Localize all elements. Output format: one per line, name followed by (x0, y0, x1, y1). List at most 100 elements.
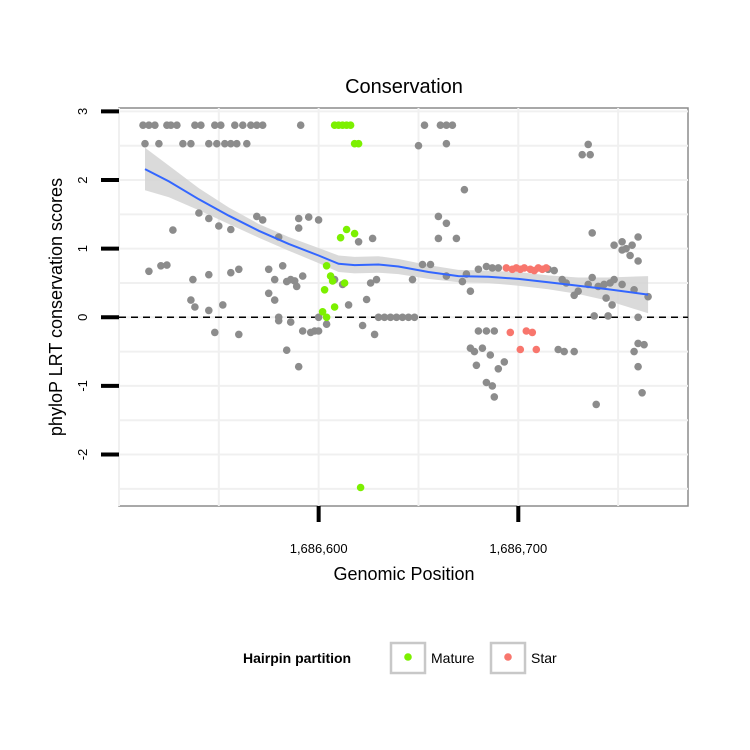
point-other (187, 139, 195, 148)
point-other (442, 121, 451, 129)
point-other (354, 238, 363, 246)
point-other (500, 358, 509, 366)
point-other (368, 234, 377, 243)
point-other (590, 312, 598, 320)
point-other (490, 327, 499, 335)
point-other (374, 313, 383, 322)
point-other (139, 121, 147, 129)
point-other (398, 313, 407, 322)
chart-title: Conservation (345, 76, 463, 98)
point-other (608, 301, 616, 309)
point-other (592, 400, 600, 409)
point-mature (322, 262, 331, 270)
point-mature (318, 308, 327, 316)
point-other (314, 327, 323, 335)
confidence-band (145, 147, 649, 314)
point-other (436, 121, 445, 129)
point-other (197, 121, 205, 129)
point-star (528, 328, 537, 337)
legend-entry-star: Star (489, 641, 557, 675)
y-tick-label: 0 (75, 314, 90, 321)
point-other (420, 121, 429, 129)
point-other (141, 139, 149, 148)
point-other (296, 121, 305, 129)
y-axis: -2 -1 0 1 2 3 (75, 108, 119, 460)
point-other (227, 225, 235, 234)
point-other (227, 268, 235, 277)
point-other (618, 238, 626, 246)
trend-path (144, 168, 649, 296)
point-other (298, 327, 307, 335)
x-axis-label: Genomic Position (333, 564, 474, 584)
legend-label-mature: Mature (431, 650, 475, 666)
point-other (167, 121, 175, 129)
point-other (173, 121, 181, 129)
point-other (258, 121, 267, 129)
point-other (157, 262, 165, 270)
point-other (490, 393, 499, 401)
point-other (270, 275, 279, 284)
point-star (542, 264, 550, 272)
point-other (205, 139, 213, 148)
point-other (233, 139, 241, 148)
point-other (314, 216, 323, 224)
point-other (169, 226, 177, 234)
point-mature (342, 225, 351, 234)
point-other (294, 214, 303, 223)
point-other (211, 328, 219, 337)
point-other (560, 347, 568, 356)
point-other (151, 121, 159, 129)
legend: Hairpin partition Mature Star (243, 641, 557, 675)
point-other (306, 328, 315, 337)
point-other (602, 294, 610, 302)
point-other (235, 265, 243, 274)
confidence-band-area (145, 147, 649, 314)
point-other (292, 282, 301, 291)
point-other (372, 275, 381, 284)
point-other (205, 270, 213, 279)
y-tick-label: 3 (75, 108, 90, 115)
point-star (506, 328, 515, 337)
point-other (282, 346, 291, 355)
point-other (286, 318, 295, 326)
point-other (211, 121, 219, 129)
point-other (264, 289, 273, 298)
point-mature (336, 233, 345, 242)
point-other (145, 121, 153, 129)
point-other (630, 347, 638, 356)
legend-title: Hairpin partition (243, 650, 351, 666)
point-other (610, 241, 618, 249)
point-other (574, 287, 582, 296)
point-other (638, 389, 646, 397)
point-other (380, 313, 389, 322)
point-other (466, 344, 475, 353)
point-other (488, 264, 497, 272)
point-other (252, 121, 261, 129)
point-other (408, 275, 417, 284)
point-other (474, 327, 483, 335)
point-other (634, 339, 642, 348)
point-other (588, 273, 596, 282)
point-other (610, 275, 618, 284)
point-other (304, 213, 313, 221)
y-axis-label: phyloP LRT conservation scores (46, 178, 66, 436)
point-mature (356, 483, 365, 492)
plot-panel (118, 107, 689, 507)
x-tick-label: 1,686,700 (489, 541, 547, 556)
point-other (562, 279, 570, 287)
legend-dot-star (504, 653, 512, 661)
point-other (344, 301, 353, 309)
point-other (604, 312, 612, 320)
point-other (213, 139, 221, 148)
point-other (434, 234, 443, 243)
point-other (366, 279, 375, 287)
point-mature (354, 139, 363, 148)
point-other (145, 267, 153, 276)
point-other (219, 301, 227, 309)
point-other (628, 241, 636, 249)
point-other (570, 347, 578, 356)
point-other (221, 139, 229, 148)
point-other (235, 330, 243, 339)
point-other (274, 316, 283, 325)
y-tick-label: 2 (75, 176, 90, 183)
